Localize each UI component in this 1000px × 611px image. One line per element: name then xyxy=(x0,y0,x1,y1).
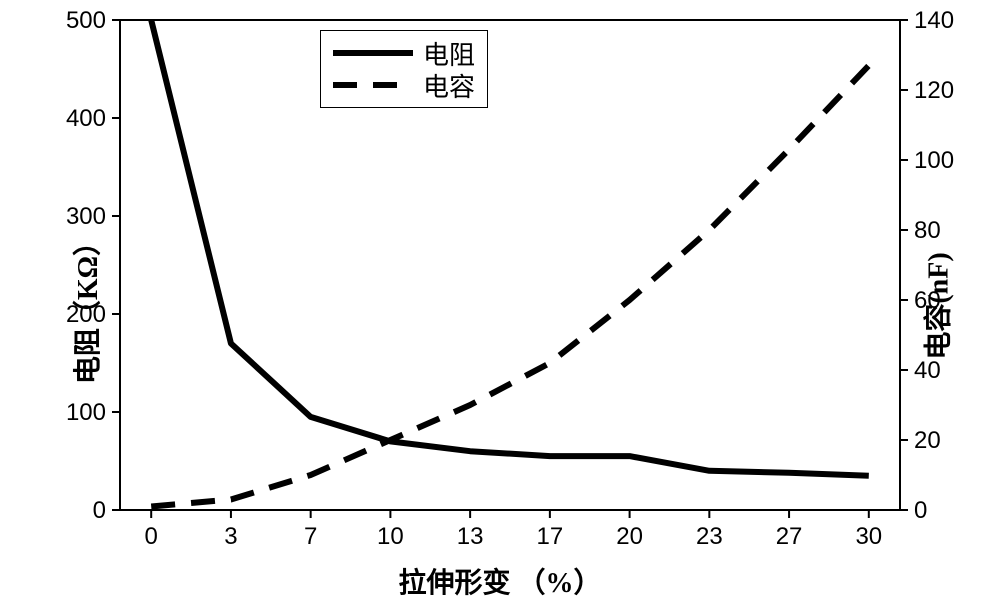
x-tick-label: 20 xyxy=(616,523,643,550)
y2-tick-label: 100 xyxy=(914,147,954,174)
y1-tick-label: 400 xyxy=(66,105,106,132)
y2-axis-label: 电容(nF) xyxy=(916,252,956,359)
legend-item: 电阻 xyxy=(333,37,475,69)
y2-tick-label: 0 xyxy=(914,497,927,524)
legend-swatch xyxy=(333,41,413,65)
y2-tick-label: 120 xyxy=(914,77,954,104)
y1-tick-label: 100 xyxy=(66,399,106,426)
x-tick-label: 10 xyxy=(377,523,404,550)
x-axis-label: 拉伸形变 （%） xyxy=(398,561,601,601)
series-line xyxy=(151,20,869,476)
chart-svg: 0371013172023273001002003004005000204060… xyxy=(0,0,1000,611)
y1-tick-label: 0 xyxy=(93,497,106,524)
x-tick-label: 17 xyxy=(537,523,564,550)
chart-container: 0371013172023273001002003004005000204060… xyxy=(0,0,1000,611)
legend-swatch xyxy=(333,73,413,97)
y1-tick-label: 500 xyxy=(66,7,106,34)
y2-tick-label: 20 xyxy=(914,427,941,454)
chart-legend: 电阻电容 xyxy=(320,30,488,108)
x-tick-label: 27 xyxy=(776,523,803,550)
x-tick-label: 23 xyxy=(696,523,723,550)
y1-tick-label: 300 xyxy=(66,203,106,230)
x-tick-label: 30 xyxy=(855,523,882,550)
y2-tick-label: 140 xyxy=(914,7,954,34)
series-line xyxy=(151,66,869,507)
legend-label: 电容 xyxy=(423,67,475,104)
x-tick-label: 13 xyxy=(457,523,484,550)
legend-item: 电容 xyxy=(333,69,475,101)
y2-tick-label: 80 xyxy=(914,217,941,244)
y1-axis-label: 电阻（KΩ） xyxy=(66,227,106,383)
x-tick-label: 3 xyxy=(224,523,237,550)
x-tick-label: 7 xyxy=(304,523,317,550)
x-tick-label: 0 xyxy=(145,523,158,550)
y2-tick-label: 40 xyxy=(914,357,941,384)
